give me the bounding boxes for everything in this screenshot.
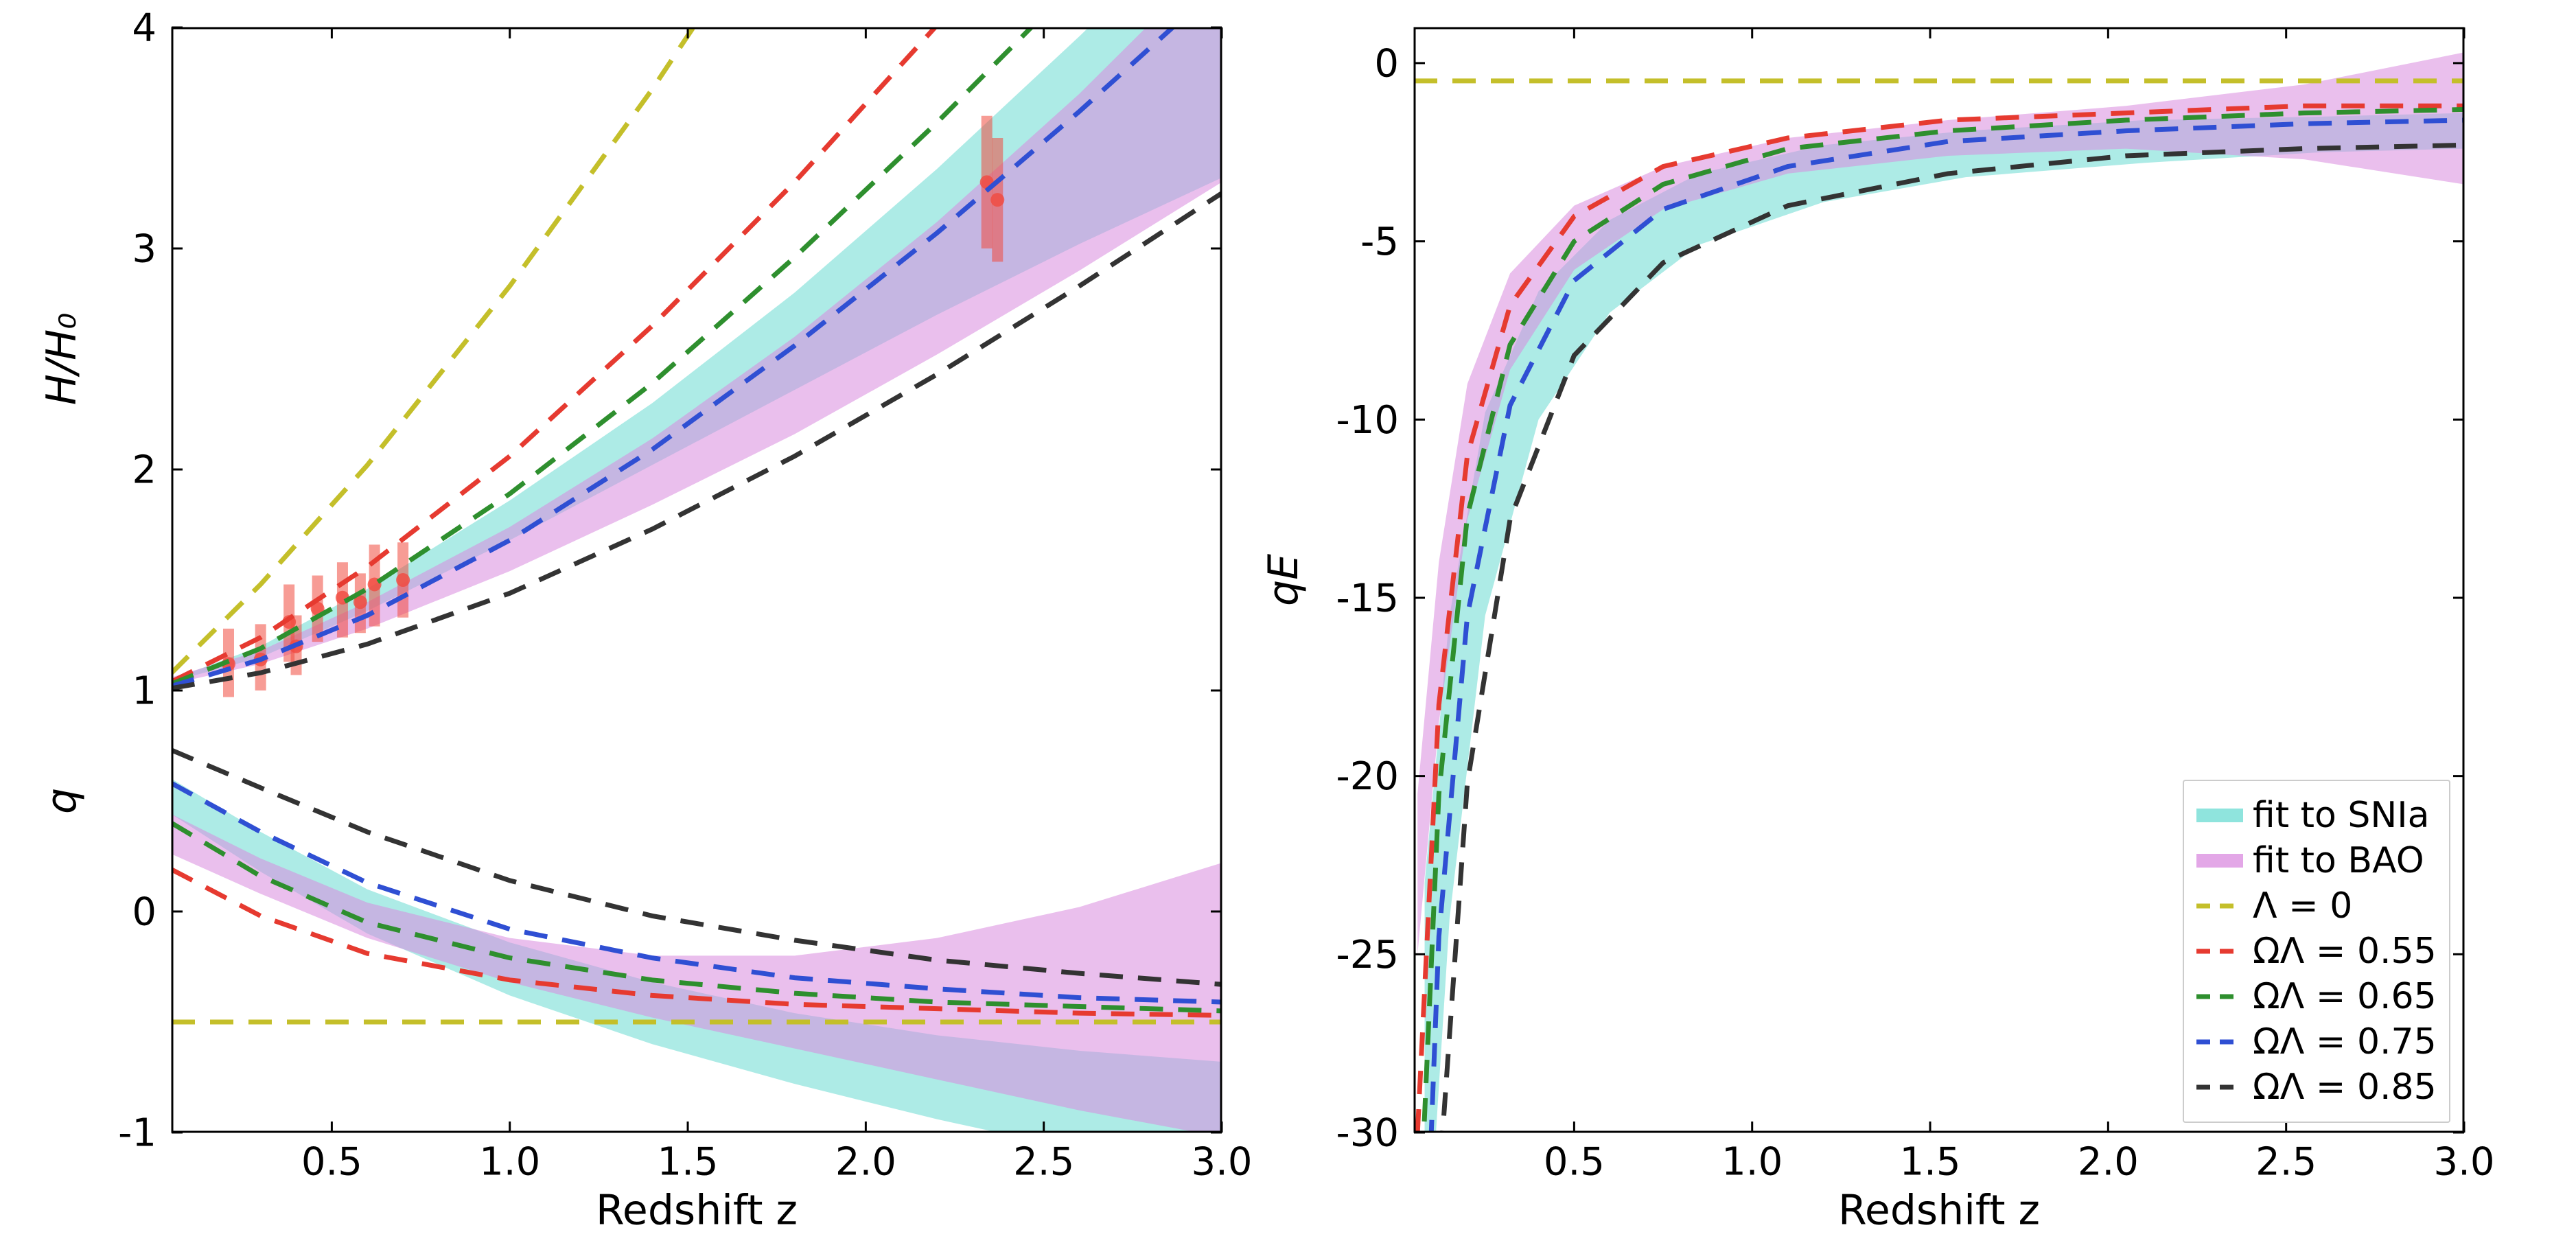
figure: 0.51.01.52.02.53.0-101234Redshift zH/H₀q… [0, 0, 2576, 1243]
legend-item: fit to SNIa [2196, 795, 2437, 836]
right-panel: 0.51.01.52.02.53.0-30-25-20-15-10-50Reds… [1414, 27, 2464, 1132]
xtick-label: 1.0 [1721, 1140, 1783, 1185]
xtick-label: 1.5 [658, 1140, 719, 1185]
legend-item: ΩΛ = 0.55 [2196, 931, 2437, 972]
ytick-label: 4 [132, 6, 156, 51]
legend-label: ΩΛ = 0.75 [2253, 1021, 2437, 1062]
xtick-label: 2.5 [2255, 1140, 2317, 1185]
legend-item: ΩΛ = 0.65 [2196, 976, 2437, 1017]
legend-item: Λ = 0 [2196, 885, 2437, 927]
xtick-label: 3.0 [1191, 1140, 1252, 1185]
ytick-label: -15 [1336, 577, 1399, 621]
legend-item: ΩΛ = 0.75 [2196, 1021, 2437, 1062]
ytick-label: -30 [1336, 1111, 1399, 1156]
ytick-label: 2 [132, 448, 156, 493]
ylabel-upper: H/H₀ [38, 313, 86, 406]
xtick-label: 2.0 [835, 1140, 896, 1185]
xtick-label: 2.0 [2078, 1140, 2139, 1185]
ylabel-lower: q [38, 788, 86, 814]
xlabel: Redshift z [596, 1187, 798, 1235]
ytick-label: 1 [132, 669, 156, 714]
legend-item: ΩΛ = 0.85 [2196, 1067, 2437, 1108]
legend-label: ΩΛ = 0.55 [2253, 931, 2437, 972]
legend-label: ΩΛ = 0.65 [2253, 976, 2437, 1017]
legend-label: fit to BAO [2253, 840, 2424, 881]
xtick-label: 0.5 [1544, 1140, 1605, 1185]
xtick-label: 3.0 [2433, 1140, 2494, 1185]
ytick-label: 3 [132, 227, 156, 272]
legend: fit to SNIafit to BAOΛ = 0ΩΛ = 0.55ΩΛ = … [2183, 780, 2450, 1123]
xtick-label: 1.5 [1900, 1140, 1961, 1185]
legend-label: ΩΛ = 0.85 [2253, 1067, 2437, 1108]
ytick-label: -5 [1360, 220, 1399, 264]
left-panel: 0.51.01.52.02.53.0-101234Redshift zH/H₀q [172, 27, 1222, 1132]
data-point [396, 573, 410, 587]
legend-item: fit to BAO [2196, 840, 2437, 881]
ytick-label: 0 [1374, 42, 1399, 86]
ytick-label: -10 [1336, 398, 1399, 443]
ytick-label: 0 [132, 890, 156, 935]
legend-label: fit to SNIa [2253, 795, 2430, 836]
xtick-label: 1.0 [479, 1140, 540, 1185]
xtick-label: 2.5 [1013, 1140, 1074, 1185]
xlabel: Redshift z [1838, 1187, 2040, 1235]
ytick-label: -20 [1336, 754, 1399, 799]
data-point [990, 193, 1004, 207]
legend-label: Λ = 0 [2253, 885, 2352, 927]
ytick-label: -1 [118, 1111, 156, 1156]
xtick-label: 0.5 [301, 1140, 362, 1185]
ytick-label: -25 [1336, 933, 1399, 977]
ylabel: qE [1260, 554, 1308, 606]
